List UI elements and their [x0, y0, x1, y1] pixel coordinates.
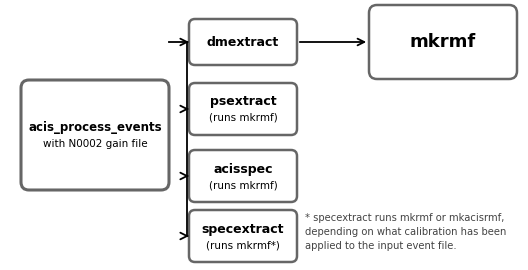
Text: with N0002 gain file: with N0002 gain file — [43, 139, 147, 149]
Text: (runs mkrmf*): (runs mkrmf*) — [206, 240, 280, 250]
Text: acisspec: acisspec — [213, 163, 273, 176]
Text: (runs mkrmf): (runs mkrmf) — [209, 180, 277, 190]
FancyBboxPatch shape — [189, 150, 297, 202]
FancyBboxPatch shape — [189, 83, 297, 135]
Text: * specextract runs mkrmf or mkacisrmf,
depending on what calibration has been
ap: * specextract runs mkrmf or mkacisrmf, d… — [305, 213, 506, 251]
Text: specextract: specextract — [202, 222, 284, 235]
Text: psextract: psextract — [210, 96, 276, 109]
Text: acis_process_events: acis_process_events — [28, 122, 162, 134]
Text: mkrmf: mkrmf — [410, 33, 476, 51]
FancyBboxPatch shape — [189, 19, 297, 65]
Text: (runs mkrmf): (runs mkrmf) — [209, 113, 277, 123]
FancyBboxPatch shape — [21, 80, 169, 190]
FancyBboxPatch shape — [369, 5, 517, 79]
FancyBboxPatch shape — [189, 210, 297, 262]
Text: dmextract: dmextract — [207, 35, 279, 49]
